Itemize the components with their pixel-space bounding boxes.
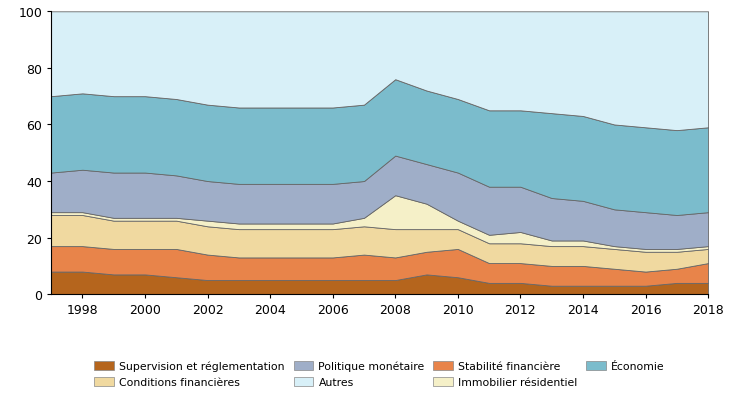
Legend: Supervision et réglementation, Conditions financières, Politique monétaire, Autr: Supervision et réglementation, Condition… xyxy=(90,356,669,391)
